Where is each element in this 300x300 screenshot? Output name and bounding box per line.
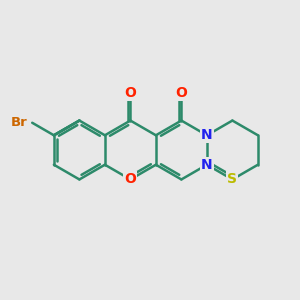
Text: O: O [176, 86, 187, 100]
Text: O: O [124, 86, 136, 100]
Text: Br: Br [11, 116, 28, 129]
Text: N: N [201, 128, 213, 142]
Text: N: N [201, 158, 213, 172]
Text: O: O [124, 172, 136, 186]
Text: S: S [227, 172, 237, 186]
